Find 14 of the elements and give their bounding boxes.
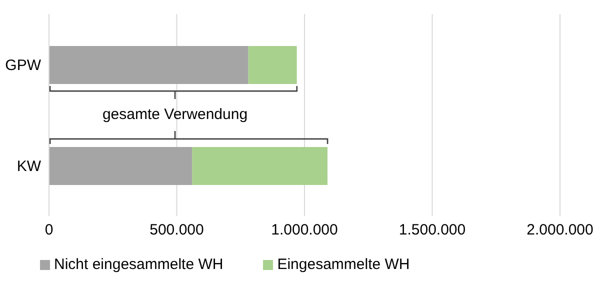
bar <box>49 147 192 185</box>
x-tick-label: 2.000.000 <box>526 222 594 239</box>
bar <box>192 147 328 185</box>
bar <box>49 46 248 84</box>
y-tick-label: GPW <box>5 56 42 74</box>
x-tick-label: 1.000.000 <box>271 222 338 239</box>
x-tick-label: 500.000 <box>150 222 204 239</box>
annotation: gesamte Verwendung <box>102 106 248 123</box>
legend-label: Eingesammelte WH <box>277 256 410 273</box>
x-tick-label: 0 <box>44 222 54 239</box>
y-tick-label: KW <box>16 158 42 175</box>
bar <box>248 46 297 84</box>
x-tick-label: 1.500.000 <box>398 222 466 239</box>
legend-label: Nicht eingesammelte WH <box>54 256 224 273</box>
